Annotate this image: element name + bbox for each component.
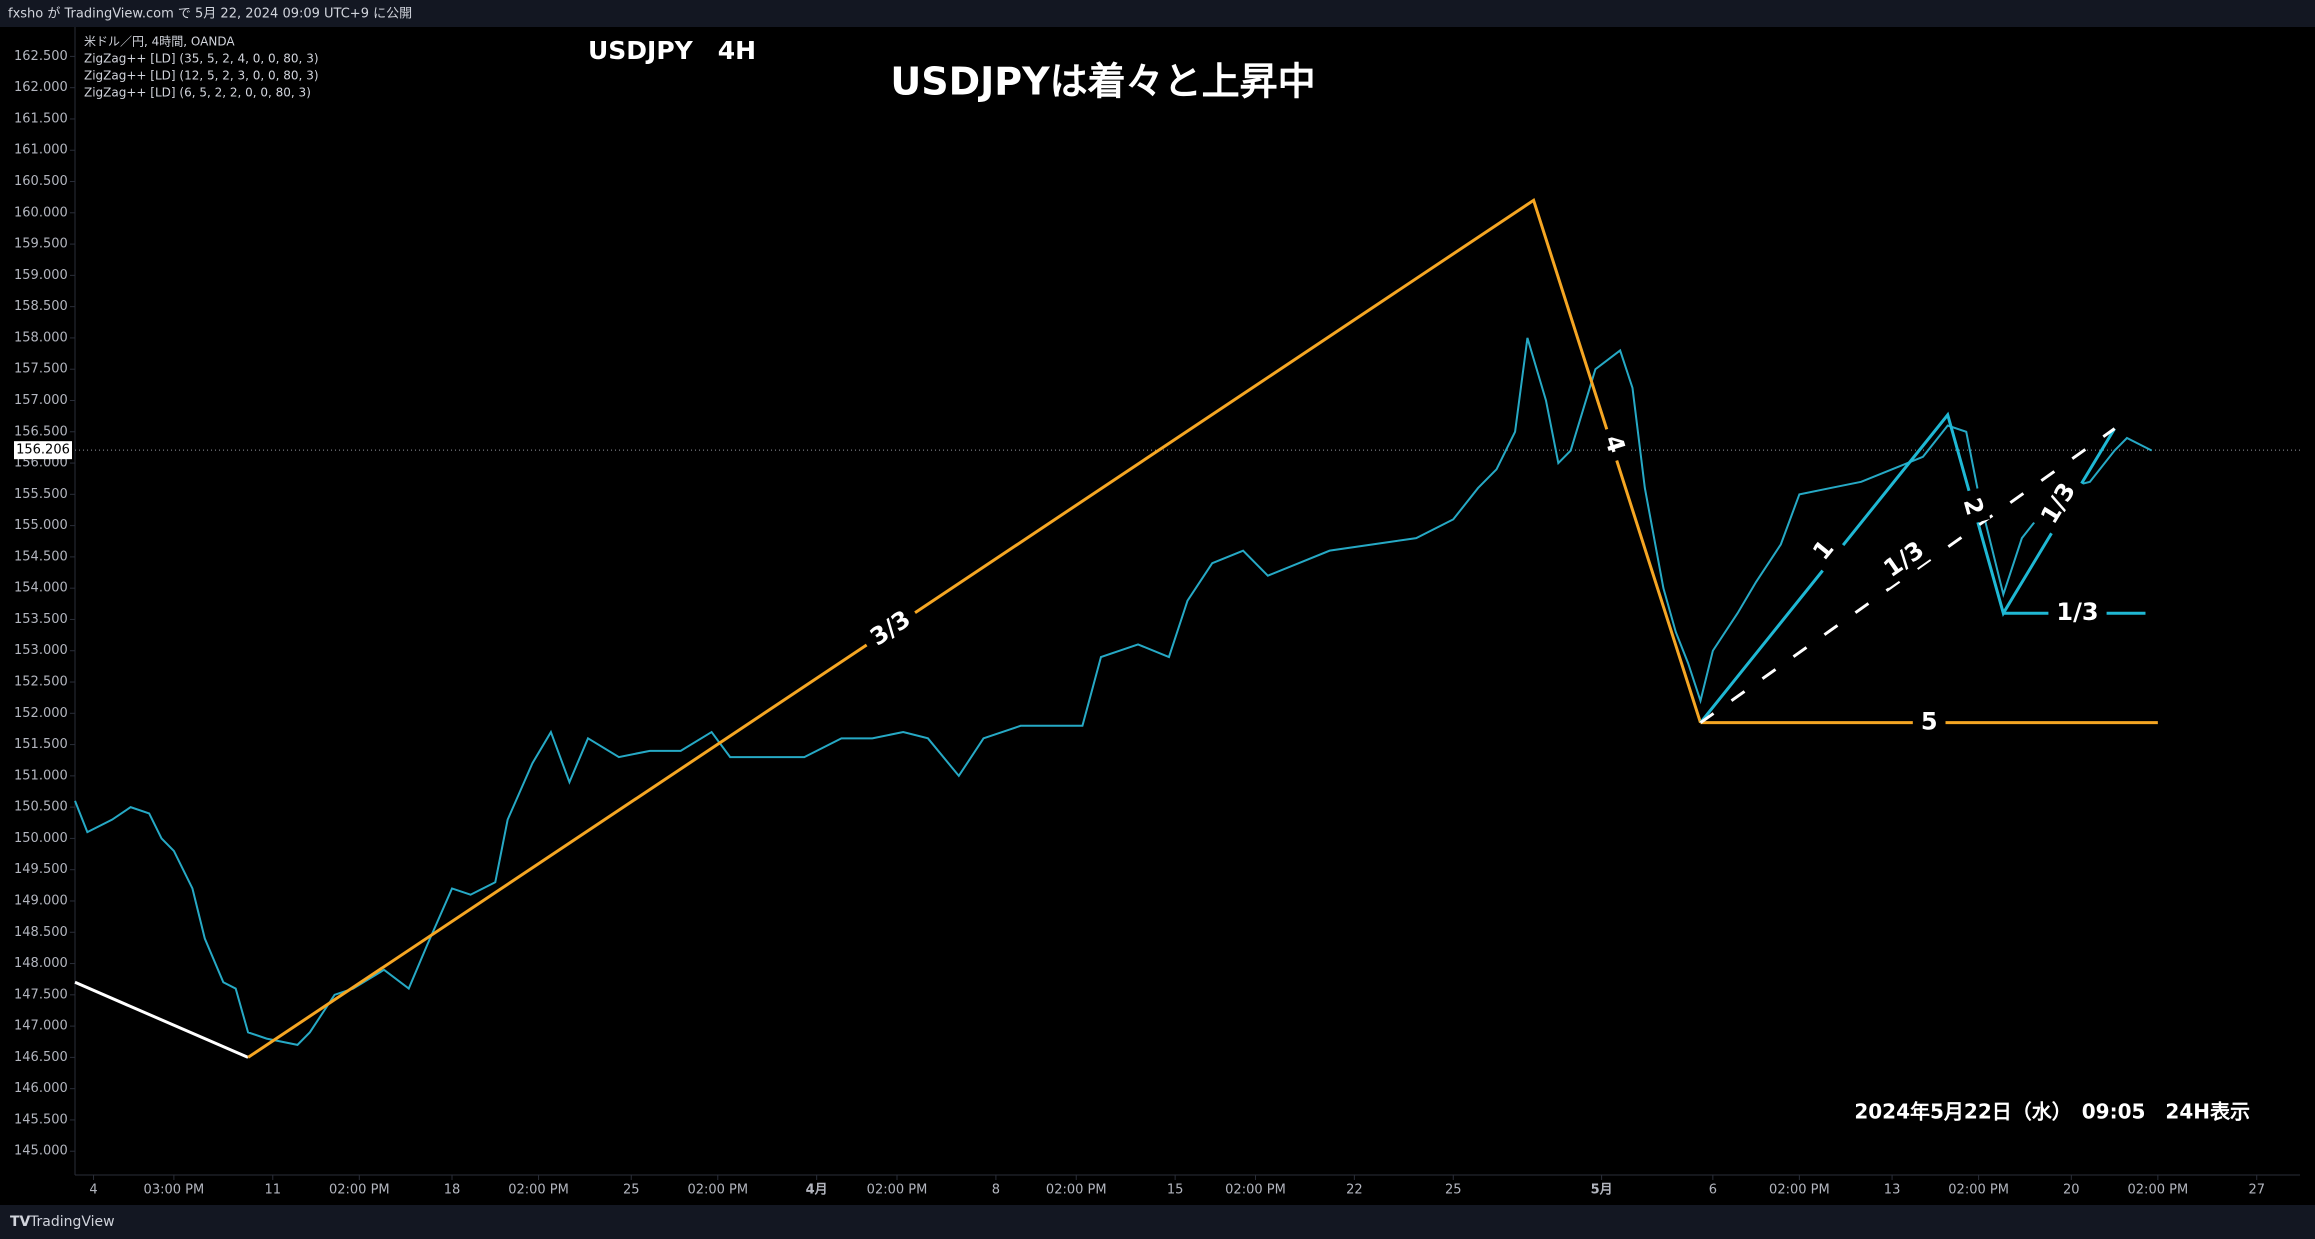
label-bg [858, 601, 923, 657]
y-tick-label: 158.500 [14, 299, 68, 314]
x-tick-label: 5月 [1591, 1183, 1613, 1198]
y-tick-label: 151.500 [14, 737, 68, 752]
x-tick-label: 22 [1346, 1183, 1363, 1198]
x-tick-label: 4月 [806, 1183, 828, 1198]
zigzag-line [74, 980, 249, 1059]
y-tick-label: 149.500 [14, 862, 68, 877]
x-tick-label: 25 [1445, 1183, 1462, 1198]
x-tick-label: 4 [89, 1183, 97, 1198]
x-tick-label: 8 [992, 1183, 1000, 1198]
y-tick-label: 153.000 [14, 643, 68, 658]
y-tick-label: 148.000 [14, 956, 68, 971]
x-tick-label: 02:00 PM [687, 1183, 748, 1198]
y-tick-label: 146.000 [14, 1081, 68, 1096]
y-tick-label: 147.000 [14, 1019, 68, 1034]
indicator-legend: 米ドル／円, 4時間, OANDA [84, 35, 235, 49]
zigzag-line [247, 197, 1702, 1059]
y-tick-label: 146.500 [14, 1050, 68, 1065]
x-tick-label: 02:00 PM [1225, 1183, 1286, 1198]
y-tick-label: 161.500 [14, 111, 68, 126]
y-tick-label: 159.500 [14, 237, 68, 252]
label-bg [1872, 531, 1937, 589]
indicator-legend: ZigZag++ [LD] (35, 5, 2, 4, 0, 0, 80, 3) [84, 52, 319, 66]
wave-label: 2 [1958, 495, 1989, 519]
x-tick-label: 02:00 PM [1046, 1183, 1107, 1198]
y-tick-label: 149.000 [14, 893, 68, 908]
y-tick-label: 158.000 [14, 330, 68, 345]
x-tick-label: 02:00 PM [329, 1183, 390, 1198]
y-tick-label: 157.000 [14, 393, 68, 408]
y-tick-label: 150.000 [14, 831, 68, 846]
x-tick-label: 02:00 PM [867, 1183, 928, 1198]
publish-info: fxsho が TradingView.com で 5月 22, 2024 09… [8, 7, 412, 22]
y-tick-label: 162.000 [14, 80, 68, 95]
y-tick-label: 152.000 [14, 706, 68, 721]
y-tick-label: 156.500 [14, 424, 68, 439]
note: 2024年5月22日（水） 09:05 24H表示 [1854, 1100, 2250, 1124]
y-tick-label: 155.500 [14, 487, 68, 502]
price-line [74, 337, 2153, 1046]
x-tick-label: 02:00 PM [508, 1183, 569, 1198]
y-tick-label: 155.000 [14, 518, 68, 533]
x-tick-label: 27 [2248, 1183, 2265, 1198]
label-bg [2048, 599, 2107, 628]
wave-label: 5 [1921, 708, 1938, 736]
zigzag-line [1699, 427, 2116, 724]
x-tick-label: 15 [1167, 1183, 1184, 1198]
y-tick-label: 156.000 [14, 456, 68, 471]
y-tick-label: 152.500 [14, 675, 68, 690]
x-tick-label: 20 [2063, 1183, 2080, 1198]
y-tick-label: 147.500 [14, 987, 68, 1002]
wave-label: 1/3 [2056, 598, 2098, 626]
y-tick-label: 154.000 [14, 581, 68, 596]
label-bg [1912, 708, 1946, 737]
x-tick-label: 18 [444, 1183, 461, 1198]
chart-title: USDJPYは着々と上昇中 [890, 60, 1315, 104]
y-tick-label: 151.000 [14, 768, 68, 783]
x-tick-label: 11 [265, 1183, 282, 1198]
label-bg [1802, 529, 1846, 573]
indicator-legend: ZigZag++ [LD] (12, 5, 2, 3, 0, 0, 80, 3) [84, 69, 319, 83]
x-tick-label: 6 [1709, 1183, 1717, 1198]
y-tick-label: 157.500 [14, 362, 68, 377]
indicator-legend: ZigZag++ [LD] (6, 5, 2, 2, 0, 0, 80, 3) [84, 86, 311, 100]
last-price-box [14, 441, 72, 460]
y-tick-label: 161.000 [14, 143, 68, 158]
brand-logo: TV [10, 1214, 31, 1230]
y-tick-label: 150.500 [14, 800, 68, 815]
x-tick-label: 02:00 PM [1769, 1183, 1830, 1198]
y-tick-label: 160.500 [14, 174, 68, 189]
y-tick-label: 159.000 [14, 268, 68, 283]
x-tick-label: 02:00 PM [1948, 1183, 2009, 1198]
x-tick-label: 03:00 PM [144, 1183, 205, 1198]
bottom-bar [0, 1205, 2315, 1239]
y-tick-label: 162.500 [14, 49, 68, 64]
y-tick-label: 148.500 [14, 925, 68, 940]
y-tick-label: 145.500 [14, 1112, 68, 1127]
x-tick-label: 13 [1884, 1183, 1901, 1198]
label-bg [1595, 424, 1633, 465]
y-tick-label: 154.500 [14, 549, 68, 564]
label-bg [1954, 487, 1991, 527]
y-tick-label: 160.000 [14, 205, 68, 220]
brand: TradingView [29, 1214, 115, 1230]
x-tick-label: 25 [623, 1183, 640, 1198]
y-tick-label: 153.500 [14, 612, 68, 627]
chart-area [0, 27, 2315, 1205]
label-bg [2031, 471, 2087, 536]
last-price-label: 156.206 [16, 443, 70, 458]
x-tick-label: 02:00 PM [2128, 1183, 2189, 1198]
top-bar [0, 0, 2315, 27]
y-tick-label: 145.000 [14, 1144, 68, 1159]
symbol: USDJPY 4H [588, 36, 756, 65]
